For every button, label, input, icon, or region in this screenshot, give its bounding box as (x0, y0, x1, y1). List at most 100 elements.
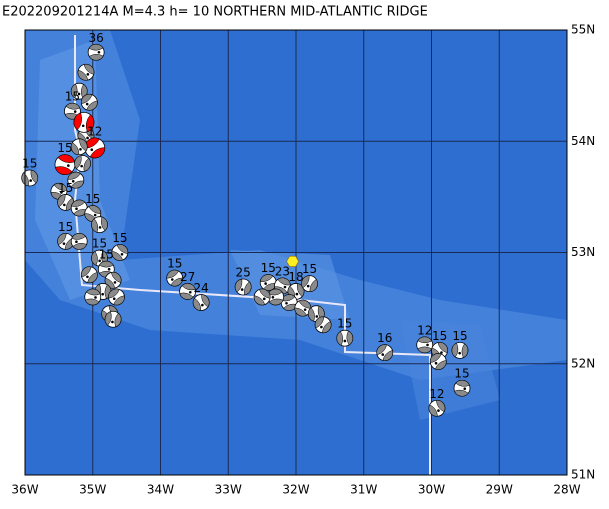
p-axis (320, 325, 323, 329)
depth-label: 15 (57, 141, 72, 155)
beachball (280, 294, 298, 311)
p-axis (86, 136, 89, 140)
beachball-lobe (417, 336, 433, 354)
beachball-lobe (73, 112, 95, 133)
beachball-lobe (428, 400, 446, 417)
beachball-lobe (111, 244, 129, 261)
beachball-lobe (314, 316, 332, 334)
beachball-lobe (430, 353, 447, 370)
depth-label: 15 (58, 181, 73, 195)
beachball-lobe (268, 288, 284, 306)
beachball (376, 344, 394, 362)
lat-label: 53N (571, 245, 595, 259)
beachball-lobe (234, 278, 252, 296)
p-axis (77, 92, 81, 96)
beachball (84, 137, 106, 159)
p-axis (75, 207, 78, 211)
p-axis (107, 267, 111, 271)
p-axis (113, 281, 117, 284)
p-axis (463, 387, 467, 391)
p-axis (295, 292, 299, 296)
depth-label: 15 (454, 367, 469, 381)
p-axis (434, 361, 438, 365)
beachball-lobe (454, 380, 470, 397)
depth-label: 15 (337, 317, 352, 331)
depth-label: 15 (452, 329, 467, 343)
depth-label: 12 (429, 387, 444, 401)
p-axis (98, 259, 101, 263)
beachball (70, 82, 88, 100)
p-axis (73, 110, 77, 113)
p-axis (188, 290, 192, 294)
beachball-lobe (70, 83, 88, 99)
beachball (314, 316, 332, 334)
p-axis (111, 320, 114, 324)
depth-label: 27 (180, 270, 195, 284)
lon-label: 34W (147, 483, 174, 497)
depth-label: 18 (288, 270, 303, 284)
p-axis (63, 203, 66, 207)
p-axis (271, 295, 275, 299)
beachball (77, 63, 95, 81)
lat-label: 54N (571, 134, 595, 148)
epicenter (286, 255, 299, 267)
beachball-lobe (88, 44, 104, 61)
p-axis (90, 148, 94, 152)
beachball (192, 294, 210, 311)
beachball-lobe (81, 266, 98, 283)
depth-label: 16 (377, 331, 392, 345)
p-axis (458, 351, 461, 355)
p-axis (97, 50, 101, 54)
p-axis (120, 252, 124, 256)
depth-label: 15 (92, 237, 107, 251)
depth-label: 15 (99, 248, 114, 262)
beachball-lobe (192, 294, 210, 311)
lon-label: 28W (553, 483, 580, 497)
p-axis (86, 73, 90, 76)
beachball-lobe (70, 138, 88, 156)
beachball (179, 283, 197, 300)
beachball (84, 288, 102, 306)
p-axis (71, 179, 75, 183)
lon-label: 33W (215, 483, 242, 497)
beachball (336, 329, 354, 347)
beachball (259, 274, 277, 291)
p-axis (264, 282, 267, 285)
beachball (104, 271, 122, 289)
p-axis (437, 409, 440, 412)
p-axis (381, 353, 385, 356)
beachball (57, 194, 75, 211)
p-axis (79, 148, 82, 151)
p-axis (315, 315, 319, 318)
depth-label: 23 (275, 264, 290, 278)
beachball (21, 169, 39, 187)
p-axis (283, 285, 287, 289)
beachball (91, 216, 108, 234)
depth-label: 36 (88, 31, 103, 45)
beachball-lobe (451, 342, 469, 358)
beachball-lobe (71, 233, 87, 250)
depth-label: 15 (302, 262, 317, 276)
beachball (87, 43, 105, 61)
lon-label: 36W (11, 483, 38, 497)
beachball (294, 299, 312, 317)
beachball-lobe (77, 64, 95, 81)
lon-label: 31W (350, 483, 377, 497)
beachball (54, 154, 76, 176)
p-axis (81, 124, 85, 128)
depth-label: 15 (112, 231, 127, 245)
depth-label: 24 (194, 281, 209, 295)
beachball (428, 399, 446, 417)
p-axis (303, 308, 307, 311)
beachball (80, 93, 98, 111)
beachball-lobe (281, 294, 298, 311)
beachball-lobe (81, 94, 98, 111)
depth-label: 15 (261, 261, 276, 275)
frame (24, 29, 568, 476)
p-axis (98, 226, 102, 229)
p-axis (93, 213, 97, 217)
beachball (234, 278, 252, 296)
p-axis (262, 297, 266, 301)
p-axis (29, 179, 32, 182)
